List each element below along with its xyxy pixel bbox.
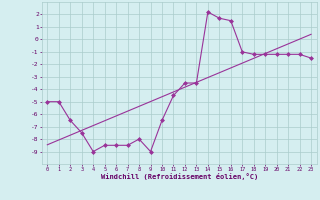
X-axis label: Windchill (Refroidissement éolien,°C): Windchill (Refroidissement éolien,°C) — [100, 173, 258, 180]
